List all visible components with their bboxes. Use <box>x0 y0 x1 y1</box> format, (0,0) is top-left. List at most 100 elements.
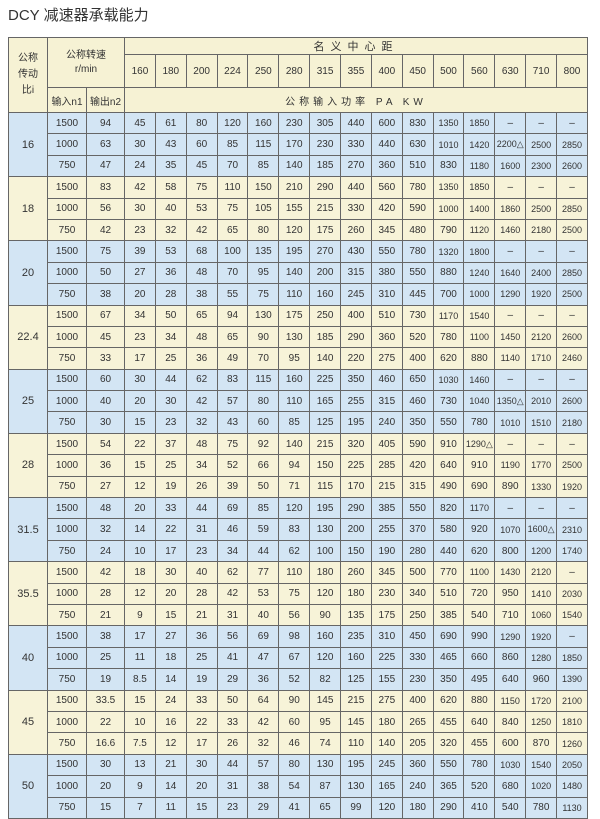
power-cell: 1320 <box>432 240 465 263</box>
power-cell: 42 <box>185 390 218 413</box>
input-speed-cell: 750 <box>47 603 87 627</box>
power-cell: 68 <box>185 240 218 263</box>
power-cell: 1330 <box>525 475 558 499</box>
power-cell: 175 <box>370 603 403 627</box>
power-cell: 29 <box>216 668 249 691</box>
output-speed-cell: 33.5 <box>86 689 125 712</box>
power-cell: 14 <box>154 775 187 798</box>
power-cell: 780 <box>463 411 496 434</box>
power-cell: 185 <box>309 325 342 349</box>
power-cell: 160 <box>309 625 342 648</box>
power-cell: 42 <box>247 710 280 734</box>
power-cell: 310 <box>370 625 403 648</box>
power-cell: 44 <box>216 753 249 777</box>
power-cell: 1850 <box>556 646 588 670</box>
power-cell: 24 <box>154 689 187 712</box>
power-cell: – <box>556 497 588 520</box>
power-cell: 61 <box>154 111 187 135</box>
power-cell: 1290△ <box>463 432 496 456</box>
output-speed-cell: 20 <box>86 775 125 798</box>
input-speed-cell: 750 <box>47 475 87 499</box>
power-cell: 830 <box>432 154 465 178</box>
power-cell: 460 <box>401 390 434 413</box>
table-row: 750 33 17 25 36 49 70 95 140 220 275 400 620 880 1140 1… <box>9 347 588 370</box>
power-cell: 140 <box>278 432 311 456</box>
power-cell: 49 <box>216 347 249 370</box>
power-cell: 2460 <box>556 347 588 370</box>
power-cell: 98 <box>278 625 311 648</box>
power-cell: 95 <box>247 261 280 285</box>
power-cell: 41 <box>216 646 249 670</box>
table-row: 40 1500 38 17 27 36 56 69 98 160 235 310 450 690 990 12… <box>8 625 588 691</box>
power-cell: 95 <box>278 347 311 370</box>
power-cell: 34 <box>154 325 187 349</box>
power-cell: 74 <box>309 732 342 755</box>
power-cell: 125 <box>309 411 342 434</box>
input-speed-cell: 1500 <box>47 111 87 135</box>
power-cell: 46 <box>278 732 311 755</box>
power-cell: 12 <box>124 582 156 605</box>
table-row: 750 27 12 19 26 39 50 71 115 170 215 315 490 690 890 13… <box>9 475 588 499</box>
power-cell: 250 <box>401 603 434 627</box>
power-cell: 350 <box>432 668 465 691</box>
input-speed-cell: 1500 <box>47 625 87 648</box>
power-cell: – <box>556 432 588 456</box>
power-cell: 32 <box>247 732 280 755</box>
power-cell: 215 <box>309 432 342 456</box>
power-cell: 175 <box>309 218 342 242</box>
input-speed-cell: 750 <box>47 347 87 370</box>
power-cell: 2300 <box>525 154 558 178</box>
power-cell: 200 <box>340 518 372 541</box>
output-speed-cell: 50 <box>86 261 125 285</box>
power-cell: 1150 <box>494 689 527 712</box>
power-cell: 1410 <box>525 582 558 605</box>
power-cell: 290 <box>340 325 372 349</box>
power-cell: 20 <box>154 582 187 605</box>
input-speed-cell: 750 <box>47 411 87 434</box>
power-cell: 450 <box>401 625 434 648</box>
power-cell: 48 <box>185 432 218 456</box>
power-cell: 510 <box>401 154 434 178</box>
power-cell: 33 <box>216 710 249 734</box>
power-cell: – <box>494 240 527 263</box>
power-cell: 1600△ <box>525 518 558 541</box>
power-cell: 890 <box>494 475 527 499</box>
input-speed-cell: 1500 <box>47 304 87 327</box>
power-cell: 42 <box>124 176 156 199</box>
power-cell: 340 <box>401 582 434 605</box>
power-cell: 56 <box>278 603 311 627</box>
power-cell: 85 <box>278 411 311 434</box>
power-cell: 520 <box>401 325 434 349</box>
power-cell: 680 <box>494 775 527 798</box>
power-cell: – <box>525 497 558 520</box>
power-cell: – <box>525 304 558 327</box>
power-cell: 630 <box>401 133 434 156</box>
output-speed-cell: 38 <box>86 625 125 648</box>
power-cell: 170 <box>340 475 372 499</box>
power-cell: 23 <box>154 411 187 434</box>
ratio-cell: 25 <box>8 368 48 434</box>
power-cell: 15 <box>124 689 156 712</box>
power-cell: 290 <box>340 497 372 520</box>
header-row-3: 输入n1 输出n2 公称输入功率 PA KW <box>9 87 588 113</box>
power-cell: 70 <box>216 154 249 178</box>
power-cell: 1740 <box>556 539 588 563</box>
power-cell: 510 <box>370 304 403 327</box>
center-distance-header: 名义中心距 <box>124 37 588 55</box>
power-cell: 910 <box>432 432 465 456</box>
power-cell: 24 <box>124 154 156 178</box>
power-cell: 55 <box>216 283 249 306</box>
power-cell: 205 <box>401 732 434 755</box>
power-cell: 62 <box>278 539 311 563</box>
ratio-cell: 28 <box>8 432 48 499</box>
power-cell: 54 <box>278 775 311 798</box>
power-cell: 57 <box>247 753 280 777</box>
power-cell: 465 <box>432 646 465 670</box>
power-cell: 25 <box>185 646 218 670</box>
power-cell: 195 <box>309 497 342 520</box>
power-cell: 315 <box>401 475 434 499</box>
power-cell: 215 <box>370 475 403 499</box>
output-speed-cell: 24 <box>86 539 125 563</box>
power-cell: 225 <box>309 368 342 392</box>
power-cell: 990 <box>463 625 496 648</box>
